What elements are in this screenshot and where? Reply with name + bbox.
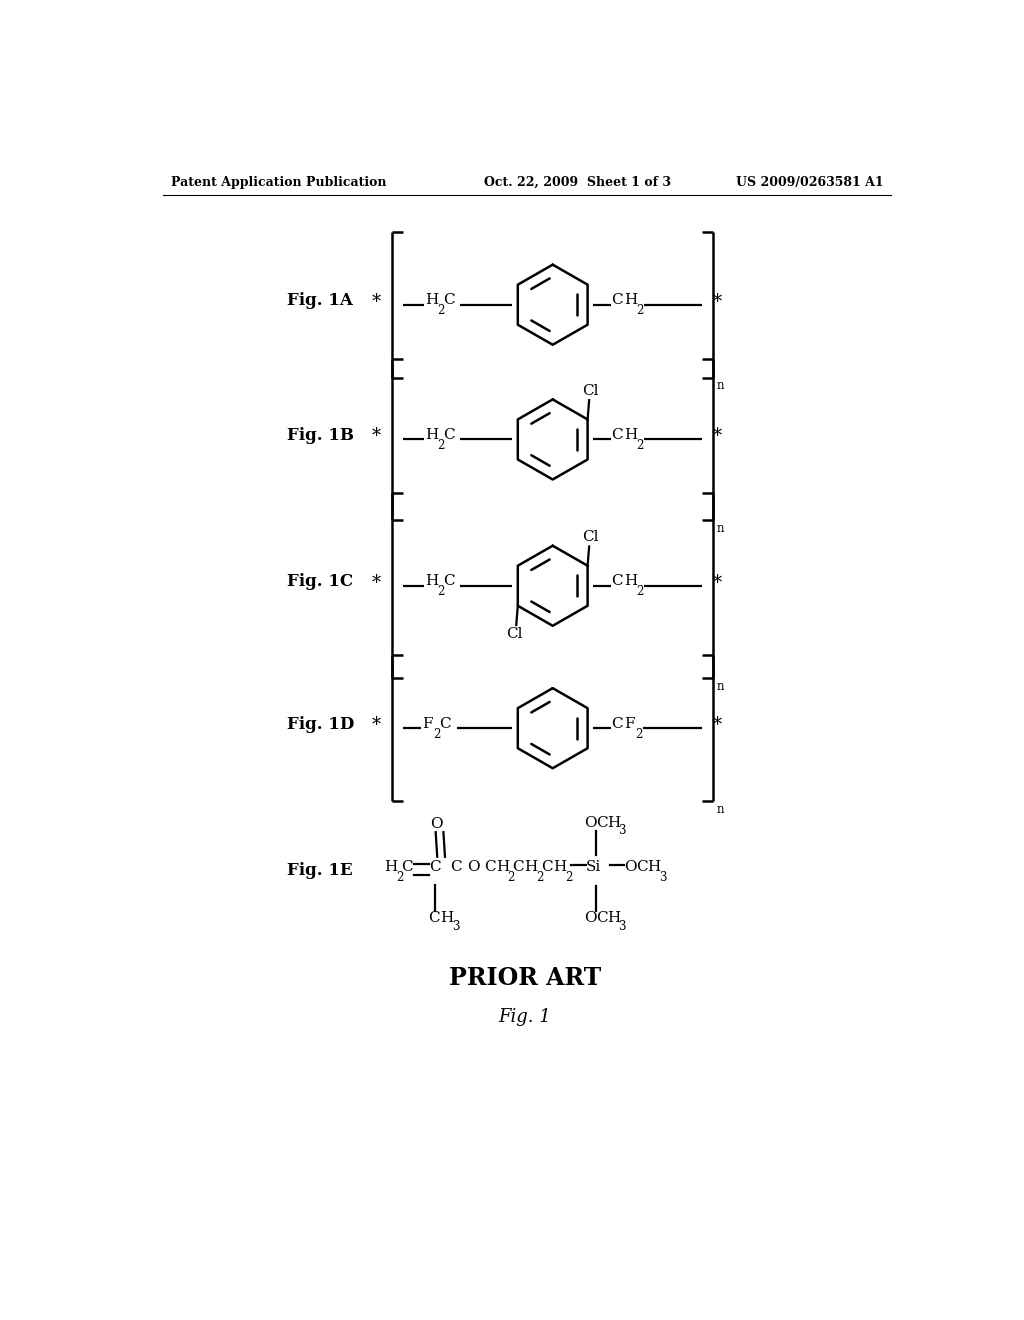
Text: C: C — [611, 428, 624, 442]
Text: 2: 2 — [636, 585, 644, 598]
Text: 2: 2 — [507, 871, 515, 884]
Text: H: H — [524, 859, 538, 874]
Text: 2: 2 — [395, 871, 403, 884]
Text: C: C — [512, 859, 524, 874]
Text: n: n — [716, 680, 724, 693]
Text: C: C — [439, 717, 452, 730]
Text: O: O — [584, 911, 596, 925]
Text: O: O — [624, 859, 637, 874]
Text: 2: 2 — [536, 871, 544, 884]
Text: 2: 2 — [433, 727, 440, 741]
Text: C: C — [443, 293, 455, 308]
Text: 2: 2 — [636, 305, 644, 317]
Text: C: C — [443, 428, 455, 442]
Text: US 2009/0263581 A1: US 2009/0263581 A1 — [736, 176, 884, 189]
Text: *: * — [372, 428, 381, 445]
Text: 2: 2 — [437, 440, 444, 453]
Text: C: C — [611, 293, 624, 308]
Text: C: C — [636, 859, 648, 874]
Text: Fig. 1D: Fig. 1D — [287, 715, 354, 733]
Text: *: * — [713, 574, 722, 591]
Text: C: C — [429, 859, 441, 874]
Text: H: H — [496, 859, 509, 874]
Text: Cl: Cl — [583, 384, 599, 397]
Text: Fig. 1E: Fig. 1E — [287, 862, 352, 879]
Text: Cl: Cl — [583, 531, 599, 544]
Text: Si: Si — [586, 859, 601, 874]
Text: Patent Application Publication: Patent Application Publication — [171, 176, 386, 189]
Text: Fig. 1C: Fig. 1C — [287, 573, 353, 590]
Text: 2: 2 — [437, 305, 444, 317]
Text: C: C — [611, 574, 624, 589]
Text: H: H — [425, 574, 438, 589]
Text: C: C — [596, 911, 607, 925]
Text: C: C — [428, 911, 439, 925]
Text: H: H — [624, 574, 637, 589]
Text: Cl: Cl — [507, 627, 523, 642]
Text: *: * — [713, 293, 722, 310]
Text: F: F — [422, 717, 432, 730]
Text: H: H — [384, 859, 397, 874]
Text: 3: 3 — [618, 920, 626, 933]
Text: C: C — [401, 859, 414, 874]
Text: n: n — [716, 521, 724, 535]
Text: 2: 2 — [636, 440, 644, 453]
Text: n: n — [716, 379, 724, 392]
Text: *: * — [372, 293, 381, 310]
Text: *: * — [372, 717, 381, 734]
Text: n: n — [716, 803, 724, 816]
Text: 3: 3 — [618, 824, 626, 837]
Text: *: * — [713, 428, 722, 445]
Text: 2: 2 — [564, 871, 572, 884]
Text: F: F — [624, 717, 635, 730]
Text: H: H — [425, 293, 438, 308]
Text: C: C — [483, 859, 496, 874]
Text: O: O — [584, 816, 596, 830]
Text: H: H — [440, 911, 454, 925]
Text: PRIOR ART: PRIOR ART — [449, 966, 601, 990]
Text: 2: 2 — [636, 727, 643, 741]
Text: H: H — [647, 859, 660, 874]
Text: Fig. 1: Fig. 1 — [499, 1008, 551, 1026]
Text: C: C — [451, 859, 462, 874]
Text: C: C — [541, 859, 553, 874]
Text: C: C — [611, 717, 624, 730]
Text: *: * — [372, 574, 381, 591]
Text: C: C — [596, 816, 607, 830]
Text: Fig. 1B: Fig. 1B — [287, 428, 354, 444]
Text: H: H — [624, 428, 637, 442]
Text: H: H — [553, 859, 566, 874]
Text: H: H — [607, 816, 621, 830]
Text: 3: 3 — [659, 871, 667, 884]
Text: 2: 2 — [437, 585, 444, 598]
Text: O: O — [467, 859, 480, 874]
Text: Fig. 1A: Fig. 1A — [287, 292, 352, 309]
Text: O: O — [430, 817, 442, 832]
Text: H: H — [425, 428, 438, 442]
Text: Oct. 22, 2009  Sheet 1 of 3: Oct. 22, 2009 Sheet 1 of 3 — [484, 176, 672, 189]
Text: C: C — [443, 574, 455, 589]
Text: *: * — [713, 717, 722, 734]
Text: H: H — [624, 293, 637, 308]
Text: H: H — [607, 911, 621, 925]
Text: 3: 3 — [452, 920, 460, 933]
